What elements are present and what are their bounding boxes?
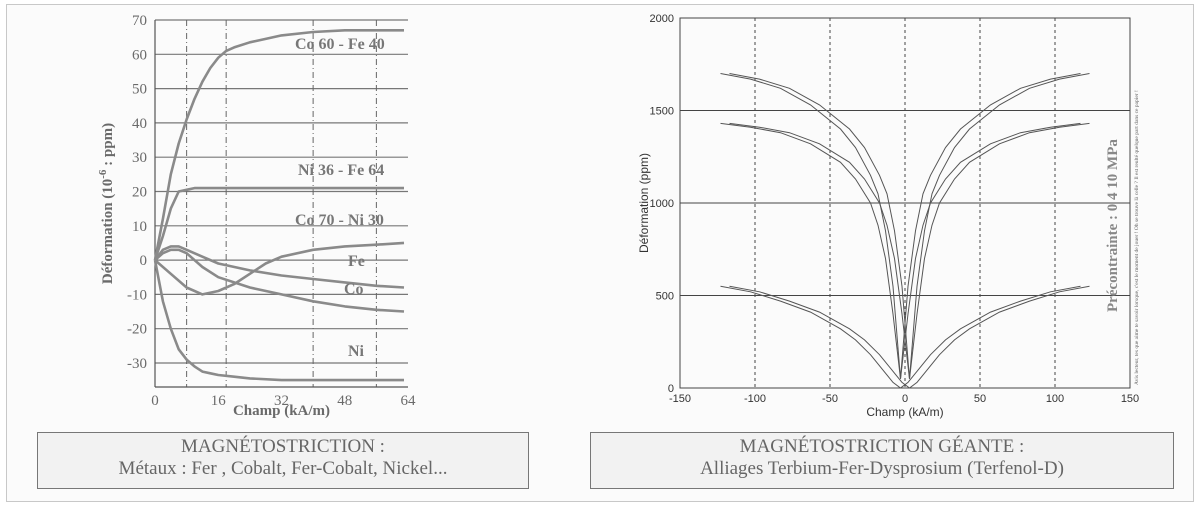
right-series-line xyxy=(720,285,1081,389)
right-ytick-label: 2000 xyxy=(650,13,674,25)
left-chart: 70 60 50 40 30 20 10 0 -10 -20 -30 0 16 32 48 64 Champ (… xyxy=(97,13,416,419)
left-xtick-label: 48 xyxy=(337,393,352,409)
left-ytick-label: 40 xyxy=(132,116,147,132)
left-y-axis-label-main: Déformation (10 xyxy=(100,179,116,284)
left-y-axis-label-sup: -6 xyxy=(97,169,109,179)
right-xtick-label: -50 xyxy=(822,393,838,405)
right-xtick-label: 100 xyxy=(1046,393,1064,405)
left-y-axis-label: Déformation (10-6 : ppm) xyxy=(97,123,116,284)
left-x-axis-label: Champ (kA/m) xyxy=(233,403,330,419)
left-ytick-label: 10 xyxy=(132,219,147,235)
left-series-line xyxy=(153,28,404,261)
left-series-line xyxy=(153,186,404,261)
left-ytick-label: 0 xyxy=(140,253,148,269)
caption-metals-line2: Métaux : Fer , Cobalt, Fer-Cobalt, Nicke… xyxy=(118,458,448,479)
right-ytick-label: 1500 xyxy=(650,106,674,118)
tiny-note: Avis lecteur, tes que aime te savoir lor… xyxy=(1134,90,1140,385)
figure-frame xyxy=(6,4,1194,502)
left-series-line xyxy=(154,248,405,313)
right-ytick-label: 0 xyxy=(668,383,674,395)
left-series-label: Co 60 - Fe 40 xyxy=(295,36,385,53)
right-y-axis-label: Déformation (ppm) xyxy=(637,153,651,253)
right-xtick-label: -150 xyxy=(669,393,691,405)
right-chart: 0 500 1000 1500 2000 -150 -100 -50 0 50 100 150 Cham… xyxy=(637,13,1139,419)
left-series-label: Ni 36 - Fe 64 xyxy=(298,162,384,179)
right-series-line xyxy=(720,122,1081,379)
right-xtick-label: -100 xyxy=(744,393,766,405)
left-xtick-label: 32 xyxy=(274,393,289,409)
left-series-label: Co 70 - Ni 30 xyxy=(295,212,384,229)
left-series-label: Co xyxy=(344,281,364,298)
right-series-line xyxy=(729,73,1090,379)
left-ytick-label: 20 xyxy=(132,184,147,200)
right-plot-border xyxy=(679,17,1131,389)
left-ytick-label: 60 xyxy=(132,47,147,63)
right-xtick-label: 50 xyxy=(974,393,986,405)
right-ytick-label: 1000 xyxy=(650,198,674,210)
left-y-axis-label-tail: : ppm) xyxy=(100,123,116,170)
caption-metals-line1: MAGNÉTOSTRICTION : xyxy=(181,436,385,457)
left-series-label: Fe xyxy=(348,253,365,270)
right-series-line xyxy=(720,73,1081,379)
left-ytick-label: -20 xyxy=(127,322,147,338)
left-ytick-label: 30 xyxy=(132,150,147,166)
right-xtick-label: 150 xyxy=(1121,393,1139,405)
left-ytick-label: -30 xyxy=(127,356,147,372)
left-ytick-label: 50 xyxy=(132,82,147,98)
caption-terfenol-line1: MAGNÉTOSTRICTION GÉANTE : xyxy=(739,436,1025,457)
left-xtick-label: 64 xyxy=(401,393,417,409)
left-series-line xyxy=(153,245,405,289)
left-ytick-label: -10 xyxy=(127,287,147,303)
left-ytick-label: 70 xyxy=(132,13,147,29)
right-ytick-label: 500 xyxy=(656,291,674,303)
left-series-line xyxy=(154,241,405,296)
right-series-line xyxy=(729,122,1090,379)
caption-terfenol: MAGNÉTOSTRICTION GÉANTE : Alliages Terbi… xyxy=(590,432,1174,489)
right-series-line xyxy=(729,285,1090,389)
right-x-axis-label: Champ (kA/m) xyxy=(866,405,943,419)
right-xtick-label: 0 xyxy=(902,393,908,405)
side-note: Précontrainte : 0 4 10 MPa xyxy=(1105,139,1121,312)
left-xtick-label: 0 xyxy=(151,393,159,409)
left-xtick-label: 16 xyxy=(211,393,227,409)
caption-terfenol-line2: Alliages Terbium-Fer-Dysprosium (Terfeno… xyxy=(700,458,1064,479)
left-series-line xyxy=(153,259,404,382)
caption-metals: MAGNÉTOSTRICTION : Métaux : Fer , Cobalt… xyxy=(37,432,529,489)
left-series-label: Ni xyxy=(348,343,365,360)
